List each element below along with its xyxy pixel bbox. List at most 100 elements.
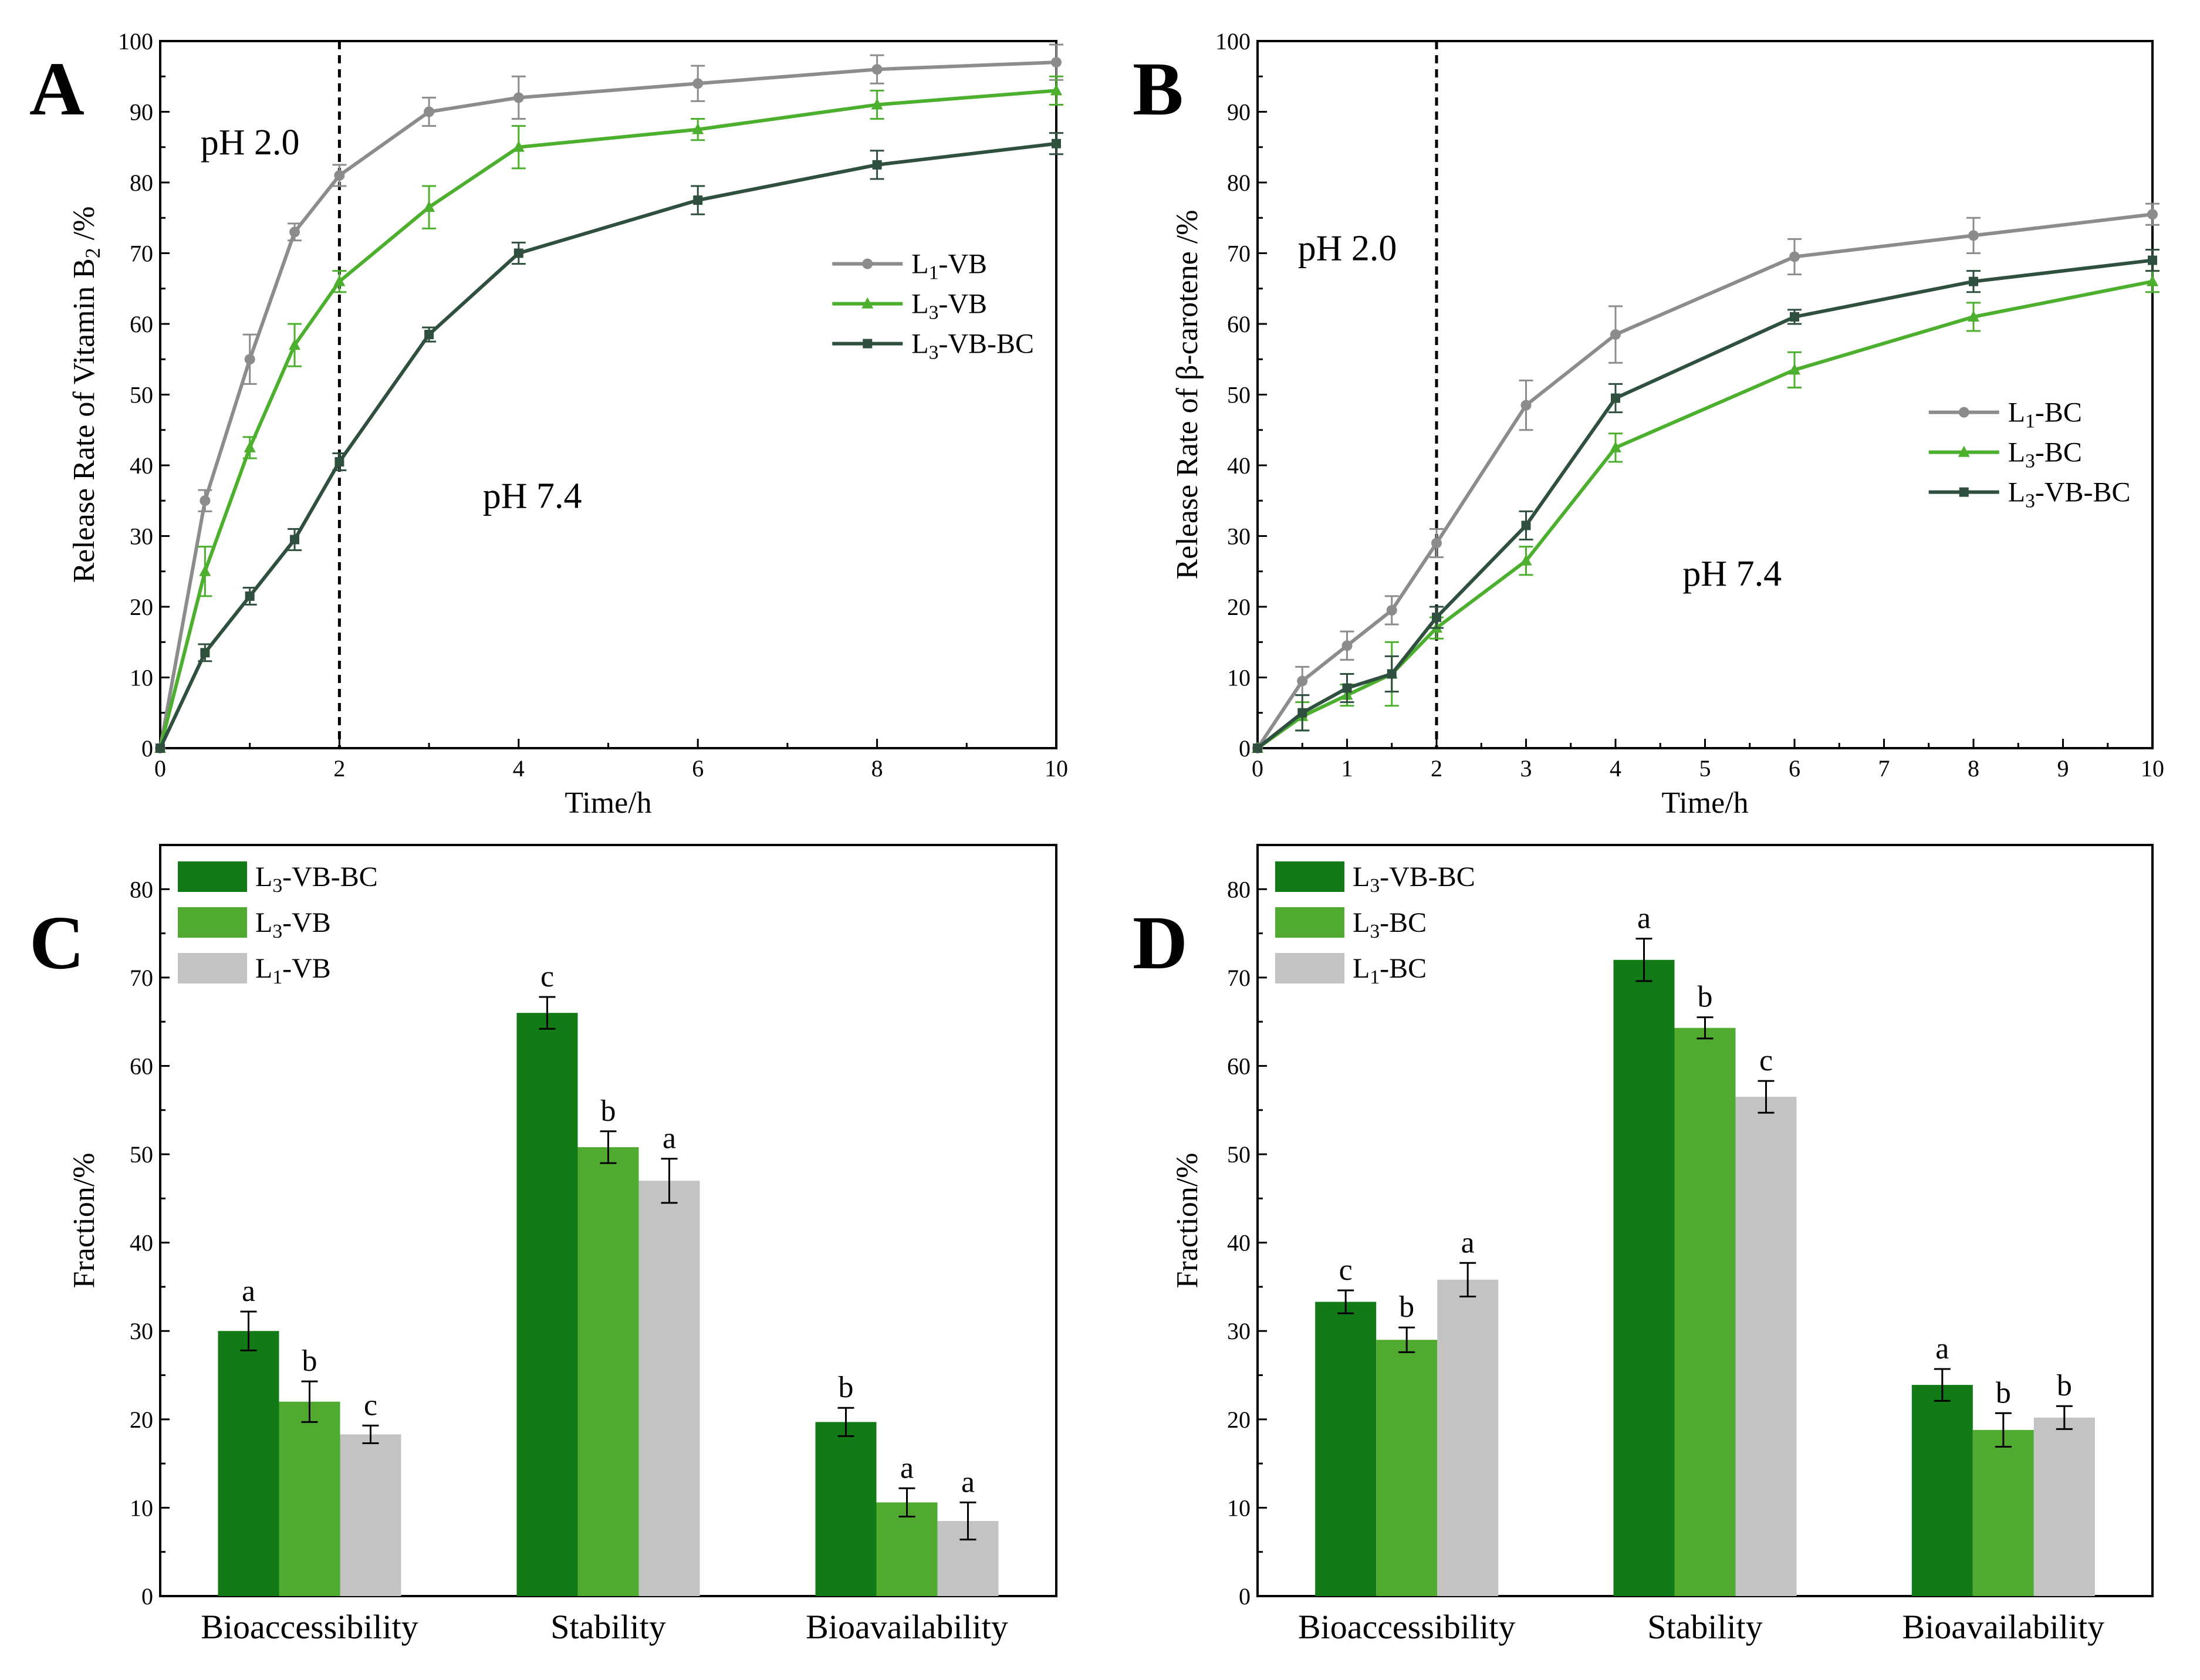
panel-label: A — [29, 47, 85, 131]
y-tick-label: 40 — [130, 1230, 153, 1256]
circle-marker — [513, 92, 524, 103]
label-tail: -VB-BC — [2035, 477, 2131, 508]
x-tick-label: 5 — [1699, 755, 1711, 782]
series-line — [158, 141, 1057, 749]
triangle-marker — [289, 339, 301, 350]
legend-entry: L3-VB-BC — [255, 861, 378, 897]
significance-letter: b — [2057, 1369, 2072, 1402]
x-tick-label: 0 — [154, 755, 166, 782]
label-sub: 3 — [2025, 491, 2035, 512]
circle-marker — [1051, 57, 1062, 68]
series-line — [158, 60, 1057, 749]
significance-letter: a — [1461, 1226, 1475, 1259]
circle-marker — [424, 106, 435, 117]
significance-letter: c — [364, 1388, 377, 1422]
x-tick-label: 8 — [1968, 755, 1979, 782]
label-main: L — [911, 289, 928, 320]
y-tick-label: 80 — [1227, 170, 1251, 196]
triangle-marker — [1520, 554, 1532, 566]
square-marker — [1790, 312, 1799, 322]
significance-letter: b — [1698, 981, 1713, 1014]
legend-entry: L1-BC — [1353, 953, 1427, 988]
significance-letter: b — [601, 1094, 616, 1128]
chart-panel-B: 0 10 20 30 40 50 60 70 80 90 100 0 1 2 3 4 5 6 7 8 9 10 Time/h… — [1133, 28, 2164, 820]
y-tick-label: 30 — [1227, 523, 1251, 550]
triangle-marker — [1789, 363, 1800, 375]
significance-letter: a — [1935, 1332, 1949, 1365]
panel-label: D — [1133, 901, 1188, 985]
y-tick-label: 30 — [130, 1318, 153, 1344]
bar — [1972, 1429, 2034, 1596]
y-tick-label: 40 — [130, 452, 153, 479]
bar — [815, 1422, 877, 1596]
bar — [638, 1181, 700, 1596]
x-tick-label: 4 — [513, 755, 525, 782]
triangle-marker — [333, 275, 346, 286]
y-tick-label: 60 — [1227, 311, 1251, 337]
legend-entry: L3-BC — [1353, 907, 1427, 942]
square-marker — [513, 248, 523, 258]
ph-annotation: pH 7.4 — [483, 476, 582, 516]
label-tail: -BC — [2035, 397, 2082, 428]
y-axis-label: Release Rate of Vitamin B2 /% — [67, 206, 104, 583]
series-L3-VB-BC — [156, 132, 1063, 753]
label-main: L — [911, 329, 928, 360]
series-L3-VB — [154, 75, 1063, 753]
y-tick-label: 70 — [130, 241, 153, 267]
x-tick-label: 2 — [1431, 755, 1442, 782]
y-tick-label: 80 — [130, 876, 153, 902]
circle-marker — [289, 227, 300, 238]
y-tick-label: 60 — [1227, 1053, 1251, 1079]
label-tail: -VB — [282, 953, 331, 984]
circle-marker — [1610, 329, 1621, 340]
y-tick-label: 20 — [130, 594, 153, 620]
triangle-marker — [199, 564, 211, 576]
label-sub: 1 — [929, 262, 939, 284]
circle-marker — [1297, 675, 1308, 687]
label-sub: 1 — [272, 966, 282, 988]
significance-letter: b — [839, 1371, 854, 1404]
x-tick-label: 8 — [871, 755, 883, 782]
y-tick-label: 20 — [1227, 594, 1251, 620]
y-tick-label: 90 — [1227, 99, 1251, 126]
label-tail: -BC — [1380, 907, 1427, 938]
y-tick-label: 100 — [118, 28, 153, 55]
y-tick-label: 20 — [130, 1407, 153, 1433]
legend-entry: L1-VB — [911, 249, 987, 284]
square-marker — [1969, 276, 1978, 286]
bar — [577, 1147, 639, 1596]
label-main: L — [255, 953, 272, 984]
legend-swatch — [178, 861, 247, 892]
series-L1-VB — [155, 43, 1063, 753]
significance-letter: a — [242, 1275, 255, 1308]
triangle-marker — [1958, 445, 1970, 457]
triangle-marker — [1050, 84, 1062, 96]
legend-entry: L1-BC — [2008, 397, 2082, 432]
category-label: Bioavailability — [1902, 1608, 2104, 1646]
square-marker — [1432, 613, 1441, 623]
category-label: Stability — [1647, 1608, 1763, 1646]
x-tick-label: 4 — [1610, 755, 1621, 782]
square-marker — [1959, 487, 1969, 497]
legend-entry: L3-VB — [911, 289, 987, 324]
label-sub: 3 — [929, 302, 939, 324]
bar — [1911, 1385, 1973, 1596]
y-tick-label: 0 — [141, 735, 153, 762]
label-main: L — [2008, 437, 2025, 468]
y-tick-label: 30 — [130, 523, 153, 550]
label-sub: 3 — [1370, 921, 1380, 942]
y-tick-label: 70 — [1227, 241, 1251, 267]
circle-marker — [1386, 605, 1397, 616]
x-tick-label: 6 — [692, 755, 704, 782]
legend-swatch — [178, 907, 247, 938]
bar — [1437, 1279, 1499, 1596]
series-line — [1256, 212, 2153, 749]
square-marker — [200, 648, 210, 658]
chart-panel-C: 0 10 20 30 40 50 60 70 80 Fraction/% C Bioaccessibi… — [29, 844, 1057, 1646]
square-marker — [334, 457, 344, 467]
label-tail: -VB — [938, 249, 987, 280]
y-tick-label: 30 — [1227, 1318, 1251, 1344]
label-main: L — [2008, 397, 2025, 428]
square-marker — [2148, 255, 2157, 265]
circle-marker — [862, 258, 873, 269]
